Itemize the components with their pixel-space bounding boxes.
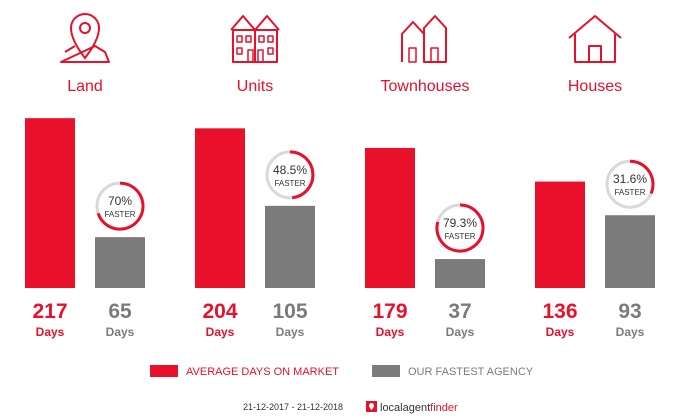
value-label-fastest: 37: [448, 300, 471, 323]
category-label: Houses: [568, 78, 622, 95]
units-window: [267, 35, 274, 43]
bar-fastest-agency: [265, 205, 315, 288]
bar-average-days: [365, 147, 415, 288]
date-range: 21-12-2017 - 21-12-2018: [243, 402, 343, 412]
value-label-average: 217: [32, 300, 67, 323]
townhouse-door: [408, 47, 417, 63]
bar-average-days: [535, 181, 585, 288]
units-window: [245, 35, 252, 43]
units-door: [247, 49, 254, 63]
map-base: [60, 45, 110, 63]
townhouse-right: [423, 15, 447, 63]
brand-name-local: localagent: [380, 402, 430, 414]
unit-label-average: Days: [206, 325, 235, 339]
bar-average-days: [195, 128, 245, 288]
bar-fastest-agency: [435, 259, 485, 288]
pin-dot: [79, 22, 91, 34]
legend: AVERAGE DAYS ON MARKET OUR FASTEST AGENCY: [150, 365, 534, 378]
category-group-townhouses: Townhouses 179 Days 37 Days 79.3% FASTER: [365, 15, 485, 339]
category-group-land: Land 217 Days 65 Days 70% FASTER: [25, 13, 145, 339]
faster-ring-progress: [96, 181, 145, 231]
faster-label: FASTER: [274, 179, 305, 188]
legend-swatch-fastest: [372, 365, 400, 377]
bar-average-days: [25, 118, 75, 288]
unit-label-fastest: Days: [276, 325, 305, 339]
value-label-fastest: 105: [272, 300, 307, 323]
category-label: Land: [67, 78, 103, 95]
house-door: [588, 45, 602, 63]
legend-label-average: AVERAGE DAYS ON MARKET: [186, 366, 339, 378]
faster-label: FASTER: [614, 188, 645, 197]
unit-label-average: Days: [546, 325, 575, 339]
value-label-fastest: 65: [108, 300, 132, 323]
units-window: [236, 35, 243, 43]
house-icon: [568, 15, 622, 63]
units-roof: [230, 15, 280, 31]
value-label-average: 204: [202, 300, 237, 323]
legend-swatch-average: [150, 365, 178, 377]
faster-ring-progress: [435, 203, 485, 253]
faster-percent: 31.6%: [613, 172, 647, 186]
unit-label-fastest: Days: [446, 325, 475, 339]
brand-logo-pin: [369, 403, 374, 410]
faster-label: FASTER: [104, 210, 135, 219]
townhouse-left: [401, 21, 425, 62]
brand-name: localagentfinder: [380, 402, 458, 414]
unit-label-fastest: Days: [616, 325, 645, 339]
bar-fastest-agency: [605, 215, 655, 288]
units-building-icon: [230, 15, 280, 63]
faster-label: FASTER: [444, 232, 475, 241]
category-label: Townhouses: [381, 78, 470, 95]
bar-fastest-agency: [95, 237, 145, 288]
unit-label-average: Days: [376, 325, 405, 339]
legend-label-fastest: OUR FASTEST AGENCY: [408, 366, 534, 378]
pin-outline: [69, 13, 101, 60]
map-pin-icon: [60, 13, 110, 63]
footer: 21-12-2017 - 21-12-2018 localagentfinder: [243, 401, 458, 414]
faster-percent: 48.5%: [273, 163, 307, 177]
units-window: [236, 47, 243, 55]
units-window: [258, 35, 265, 43]
value-label-average: 179: [372, 300, 407, 323]
brand-logo-icon: [366, 401, 377, 412]
house-roof: [568, 15, 622, 39]
units-door: [257, 49, 264, 63]
townhouses-icon: [401, 15, 447, 63]
brand-name-finder: finder: [430, 402, 458, 414]
value-label-average: 136: [542, 300, 577, 323]
faster-ring-progress: [289, 150, 315, 200]
category-group-units: Units 204 Days 105 Days 48.5% FASTER: [195, 15, 315, 339]
faster-percent: 79.3%: [443, 216, 477, 230]
category-label: Units: [237, 78, 273, 95]
units-window: [267, 47, 274, 55]
unit-label-fastest: Days: [106, 325, 135, 339]
house-walls: [574, 34, 616, 63]
faster-ring-progress: [629, 159, 655, 195]
category-group-houses: Houses 136 Days 93 Days 31.6% FASTER: [535, 15, 655, 339]
townhouse-door: [430, 47, 439, 63]
unit-label-average: Days: [36, 325, 65, 339]
faster-percent: 70%: [108, 194, 132, 208]
value-label-fastest: 93: [618, 300, 641, 323]
